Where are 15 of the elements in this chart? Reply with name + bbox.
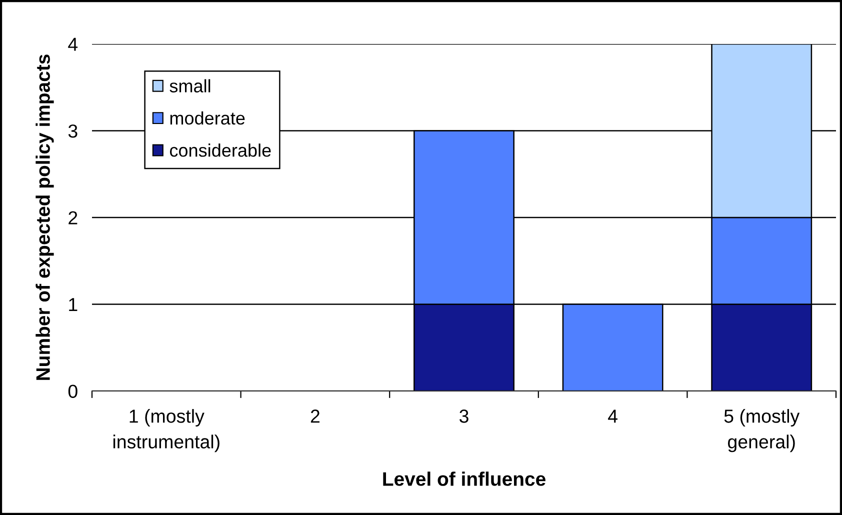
legend-label: small <box>170 79 210 92</box>
y-tick-label: 3 <box>68 124 78 138</box>
legend-label: considerable <box>170 144 271 157</box>
y-tick-label: 0 <box>68 384 78 398</box>
x-tick-label: 3 <box>460 410 468 423</box>
x-tick-label: 5 (mostly general) <box>724 409 800 452</box>
x-axis-title: Level of influence <box>383 472 546 486</box>
y-tick-label: 4 <box>68 38 78 51</box>
y-axis-title: Number of expected policy impacts <box>36 54 54 380</box>
x-tick-label: 1 (mostly instrumental) <box>113 409 220 452</box>
x-tick-label: 2 <box>310 410 320 423</box>
legend-label: moderate <box>170 111 245 125</box>
x-tick-label: 4 <box>608 410 618 423</box>
y-tick-label: 2 <box>68 211 78 224</box>
y-tick-label: 1 <box>69 298 78 312</box>
